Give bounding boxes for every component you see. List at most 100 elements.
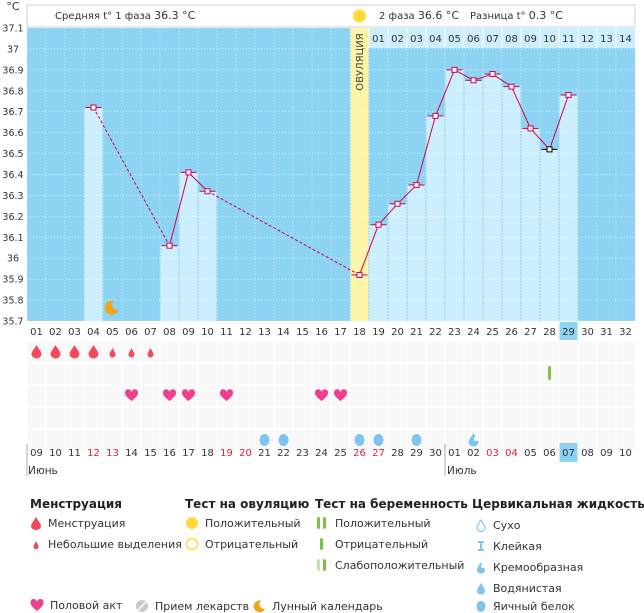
moon-icon bbox=[253, 600, 265, 613]
calendar-date: 09 bbox=[30, 448, 43, 459]
pregnancy-test-mark bbox=[548, 366, 551, 380]
calendar-date: 18 bbox=[201, 448, 214, 459]
calendar-date: 05 bbox=[524, 448, 537, 459]
calendar-date: 10 bbox=[619, 448, 632, 459]
ovulation-label: ОВУЛЯЦИЯ bbox=[355, 33, 366, 91]
temperature-point bbox=[356, 271, 363, 278]
chart-header: Средняя t° 1 фаза 36.3 °C 2 фаза 36.6 °C Р… bbox=[26, 4, 636, 48]
x-day-label: 05 bbox=[106, 327, 119, 338]
temperature-bar bbox=[559, 94, 578, 321]
cervical-egg-white bbox=[373, 434, 384, 446]
ovulation-column-bg bbox=[350, 28, 369, 321]
calendar-date: 19 bbox=[220, 448, 233, 459]
x-day-label: 06 bbox=[125, 327, 138, 338]
legend-title-menstruation: Менструация bbox=[30, 497, 122, 511]
phase2-average: 2 фаза 36.6 °C bbox=[379, 9, 459, 22]
dpo-label: 04 bbox=[429, 34, 442, 45]
calendar-today-marker bbox=[559, 443, 578, 462]
temperature-segment bbox=[93, 107, 170, 246]
dpo-label: 02 bbox=[391, 34, 404, 45]
cervical-creamy bbox=[468, 433, 479, 447]
temperature-bar bbox=[84, 107, 103, 322]
x-day-label: 01 bbox=[30, 327, 43, 338]
temperature-bar bbox=[388, 203, 407, 321]
creamy-icon bbox=[477, 562, 485, 574]
legend-title-pregnancy-test: Тест на беременность bbox=[315, 497, 468, 511]
intercourse-heart bbox=[162, 389, 177, 401]
x-day-label: 02 bbox=[49, 327, 62, 338]
x-day-label: 32 bbox=[619, 327, 632, 338]
x-day-label: 21 bbox=[410, 327, 423, 338]
intercourse-heart bbox=[314, 389, 329, 401]
x-day-label: 12 bbox=[239, 327, 252, 338]
menstruation-drop bbox=[50, 345, 61, 359]
x-day-label: 08 bbox=[163, 327, 176, 338]
menstruation-drop bbox=[88, 345, 99, 359]
legend-item-cervical-dry: Сухо bbox=[475, 518, 520, 532]
x-day-label: 22 bbox=[429, 327, 442, 338]
y-tick-label: 36.7 bbox=[2, 107, 23, 118]
calendar-date: 17 bbox=[182, 448, 195, 459]
watery-icon bbox=[477, 583, 485, 595]
calendar-row: 09 10 11 12 13 14 15 16 17 18 19 20 21 22 23 24 25 26 27 28… bbox=[26, 443, 632, 477]
legend-item-spotting: Небольшие выделения bbox=[30, 537, 182, 551]
calendar-date: 12 bbox=[87, 448, 100, 459]
temperature-segment bbox=[530, 128, 550, 150]
legend-item-menstruation: Менструация bbox=[30, 516, 125, 530]
temperature-bar bbox=[521, 128, 540, 321]
single-bar-icon bbox=[320, 538, 323, 550]
yellow-dot-icon bbox=[186, 517, 198, 529]
symptom-rows bbox=[26, 340, 635, 452]
temperature-segment bbox=[511, 86, 531, 129]
temperature-point bbox=[470, 77, 477, 84]
x-day-label: 03 bbox=[68, 327, 81, 338]
y-tick-label: 36.8 bbox=[2, 86, 23, 97]
ovulation-column: ОВУЛЯЦИЯ bbox=[350, 28, 369, 321]
legend-item-cervical-sticky: Клейкая bbox=[475, 539, 542, 553]
spotting-drop bbox=[128, 348, 135, 358]
x-day-label: 09 bbox=[182, 327, 195, 338]
temperature-bar bbox=[502, 86, 521, 321]
calendar-date: 15 bbox=[144, 448, 157, 459]
intercourse-heart bbox=[219, 389, 234, 401]
temperature-segment bbox=[397, 184, 417, 205]
calendar-date: 08 bbox=[581, 448, 594, 459]
phase1-average: Средняя t° 1 фаза 36.3 °C bbox=[55, 9, 196, 22]
y-tick-label: 37 bbox=[7, 44, 19, 55]
legend-item-medication: Прием лекарств bbox=[135, 599, 249, 613]
month-label: Июль bbox=[447, 465, 477, 477]
calendar-date: 20 bbox=[239, 448, 252, 459]
double-bar-icon bbox=[317, 517, 326, 529]
calendar-date: 03 bbox=[486, 448, 499, 459]
temperature-bar bbox=[464, 80, 483, 321]
moon-icon bbox=[104, 300, 119, 315]
small-drop-icon bbox=[33, 541, 39, 550]
temperature-point bbox=[451, 66, 458, 73]
temperature-point bbox=[394, 200, 401, 207]
x-day-label: 27 bbox=[524, 327, 537, 338]
temperature-point bbox=[565, 91, 572, 98]
calendar-date: 01 bbox=[448, 448, 461, 459]
legend-item-intercourse: Половой акт bbox=[30, 599, 122, 612]
legend-item-moon-calendar: Лунный календарь bbox=[252, 599, 383, 613]
temperature-bar bbox=[445, 69, 464, 321]
temperature-point bbox=[546, 146, 553, 153]
y-tick-label: 36.9 bbox=[2, 65, 23, 76]
x-day-label: 26 bbox=[505, 327, 518, 338]
calendar-date: 26 bbox=[353, 448, 366, 459]
dpo-label: 13 bbox=[600, 34, 613, 45]
temperature-point bbox=[489, 71, 496, 78]
x-day-label: 25 bbox=[486, 327, 499, 338]
calendar-date: 27 bbox=[372, 448, 385, 459]
y-unit-label: °C bbox=[6, 0, 20, 13]
calendar-date: 09 bbox=[600, 448, 613, 459]
y-tick-label: 35.8 bbox=[2, 296, 23, 307]
cervical-egg-white bbox=[354, 434, 365, 446]
egg-white-icon bbox=[476, 601, 486, 612]
x-day-label: 18 bbox=[353, 327, 366, 338]
legend-item-cervical-creamy: Кремообразная bbox=[475, 560, 583, 574]
x-day-label: 10 bbox=[201, 327, 214, 338]
y-tick-label: 35.7 bbox=[2, 317, 23, 328]
temperature-point bbox=[508, 83, 515, 90]
weak-bar-icon bbox=[317, 559, 326, 571]
